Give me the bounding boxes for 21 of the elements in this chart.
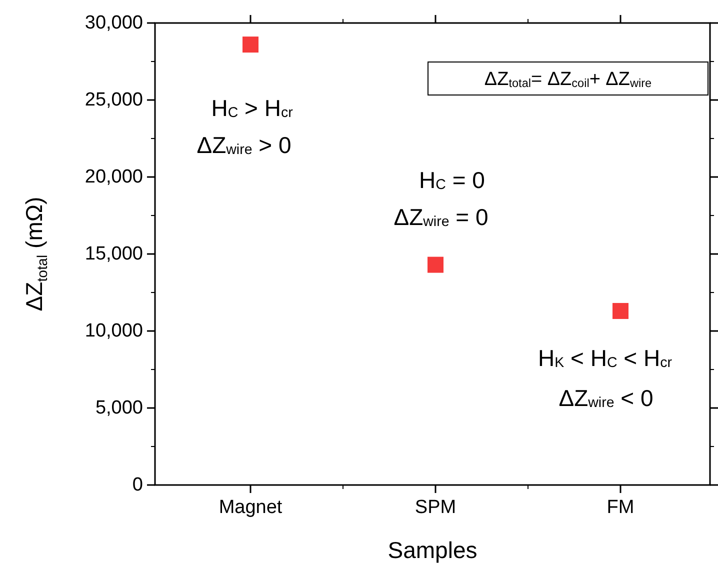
- y-tick-label: 0: [132, 474, 143, 496]
- point: [428, 256, 444, 273]
- x-tick-label: FM: [606, 497, 634, 518]
- annotation: ΔZ$_{wire}$ < 0: [558, 385, 654, 411]
- annotation: H$_{K}$ < H$_{C}$ < H$_{cr}$: [538, 345, 672, 371]
- y-tick-label: 5,000: [95, 398, 143, 418]
- annotation: H$_{C}$ = 0: [419, 167, 485, 193]
- x-tick-label: Magnet: [218, 497, 283, 518]
- x-tick-label: SPM: [414, 497, 456, 518]
- annotation: ΔZ$_{total}$= ΔZ$_{coil}$+ ΔZ$_{wire}$: [484, 68, 652, 90]
- y-tick-label: 20,000: [84, 166, 143, 188]
- annotation: ΔZ$_{wire}$ = 0: [394, 204, 488, 230]
- point: [612, 302, 628, 319]
- y-tick-label: 30,000: [84, 12, 143, 34]
- x-axis-title: Samples: [388, 537, 478, 563]
- annotation: H$_{C}$ > H$_{cr}$: [211, 95, 294, 121]
- y-tick-label: 15,000: [84, 244, 143, 264]
- annotation: ΔZ$_{wire}$ > 0: [196, 132, 292, 158]
- point: [242, 36, 258, 53]
- y-tick-label: 25,000: [84, 90, 143, 110]
- y-tick-label: 10,000: [84, 320, 143, 342]
